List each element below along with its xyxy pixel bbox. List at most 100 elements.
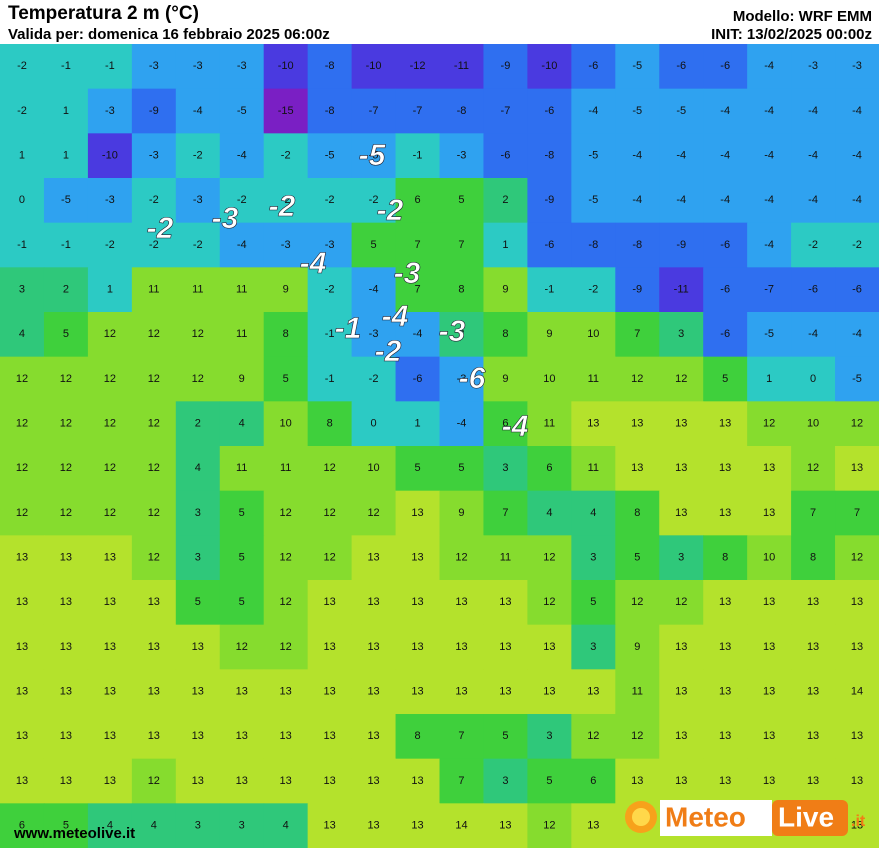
temp-cell <box>615 580 660 626</box>
temp-value: -6 <box>501 150 511 162</box>
temp-value: 4 <box>546 507 552 519</box>
temp-value: 12 <box>104 462 116 474</box>
temp-value: 12 <box>16 418 28 430</box>
temp-cell <box>131 312 177 358</box>
temp-cell <box>615 446 660 492</box>
temp-cell <box>703 669 748 715</box>
temp-value: 13 <box>324 820 336 832</box>
temp-cell <box>43 88 89 134</box>
temp-cell <box>615 178 660 224</box>
temp-cell <box>659 356 704 402</box>
temp-value: 13 <box>236 686 248 698</box>
temp-value: 12 <box>807 462 819 474</box>
temp-value: 11 <box>280 462 291 474</box>
temp-value: -9 <box>149 105 159 117</box>
temp-value: 12 <box>16 507 28 519</box>
temp-cell <box>703 44 748 90</box>
temp-value: 13 <box>455 641 467 653</box>
temp-value: 13 <box>60 686 72 698</box>
temp-value: 11 <box>192 284 203 296</box>
temp-cell <box>835 88 879 134</box>
temp-cell <box>571 356 616 402</box>
temp-cell <box>219 490 265 536</box>
temp-value: 1 <box>414 418 420 430</box>
temp-value: 13 <box>324 686 336 698</box>
temp-value: 13 <box>851 462 863 474</box>
temp-cell <box>747 580 792 626</box>
temp-cell <box>43 803 89 848</box>
temp-cell <box>219 312 265 358</box>
temp-value: -6 <box>720 60 730 72</box>
temp-cell <box>43 312 89 358</box>
temp-value: 13 <box>148 596 160 608</box>
temp-value: -1 <box>544 284 554 296</box>
temp-value: 13 <box>675 686 687 698</box>
temp-cell <box>527 88 572 134</box>
temp-cell <box>439 312 484 358</box>
temp-cell <box>615 758 660 804</box>
temp-cell <box>791 535 836 581</box>
temp-cell <box>439 580 484 626</box>
temp-value: 13 <box>763 775 775 787</box>
temp-value: -9 <box>501 60 511 72</box>
temp-value: 14 <box>455 820 467 832</box>
temp-value: -6 <box>544 105 554 117</box>
temp-cell <box>439 446 484 492</box>
temp-cell <box>307 356 353 402</box>
temp-value: -8 <box>588 239 598 251</box>
temp-cell <box>571 624 616 670</box>
temp-value: 13 <box>148 641 160 653</box>
temp-value: 13 <box>543 686 555 698</box>
temp-cell <box>175 44 221 90</box>
temp-value: 13 <box>807 775 819 787</box>
temp-value: 12 <box>148 373 160 385</box>
temp-cell <box>703 178 748 224</box>
temp-value: 5 <box>239 596 245 608</box>
temp-cell <box>747 312 792 358</box>
temp-value: -6 <box>808 284 818 296</box>
temp-value: 13 <box>763 730 775 742</box>
temp-cell <box>175 312 221 358</box>
temp-value: 5 <box>63 328 69 340</box>
temp-value: 13 <box>60 596 72 608</box>
temp-value: -5 <box>632 105 642 117</box>
temp-value: 4 <box>590 507 596 519</box>
temp-value: 13 <box>104 641 116 653</box>
temp-value: 10 <box>763 552 775 564</box>
temp-value: 13 <box>192 730 204 742</box>
temp-value: 1 <box>107 284 113 296</box>
logo-box2 <box>772 800 848 836</box>
temp-value: 7 <box>634 328 640 340</box>
temp-cell <box>351 580 397 626</box>
temp-value: -2 <box>281 150 291 162</box>
temp-value: -3 <box>105 194 115 206</box>
temp-cell <box>175 88 221 134</box>
temp-value: 5 <box>195 596 201 608</box>
temp-cell <box>835 222 879 268</box>
temp-cell <box>527 222 572 268</box>
temp-value: -3 <box>281 239 291 251</box>
temp-value: -3 <box>457 373 467 385</box>
temp-value: 12 <box>631 730 643 742</box>
temp-cell <box>395 490 440 536</box>
temp-value: 9 <box>502 373 508 385</box>
temp-cell <box>87 267 133 313</box>
temp-value: -4 <box>193 105 203 117</box>
temp-cell <box>703 758 748 804</box>
temp-value: -3 <box>808 60 818 72</box>
temp-value: -5 <box>369 150 379 162</box>
temp-cell <box>835 535 879 581</box>
temp-cell <box>263 669 309 715</box>
temp-cell <box>439 267 484 313</box>
temp-value: 11 <box>236 462 247 474</box>
region-label: -6 <box>459 362 486 395</box>
temp-value: 3 <box>590 641 596 653</box>
temp-value: 12 <box>587 730 599 742</box>
temp-cell <box>219 133 265 179</box>
temp-cell <box>351 401 397 447</box>
temp-cell <box>703 446 748 492</box>
temp-cell <box>571 133 616 179</box>
temp-cell <box>483 401 528 447</box>
region-label: -3 <box>212 202 239 235</box>
temp-value: 8 <box>414 730 420 742</box>
